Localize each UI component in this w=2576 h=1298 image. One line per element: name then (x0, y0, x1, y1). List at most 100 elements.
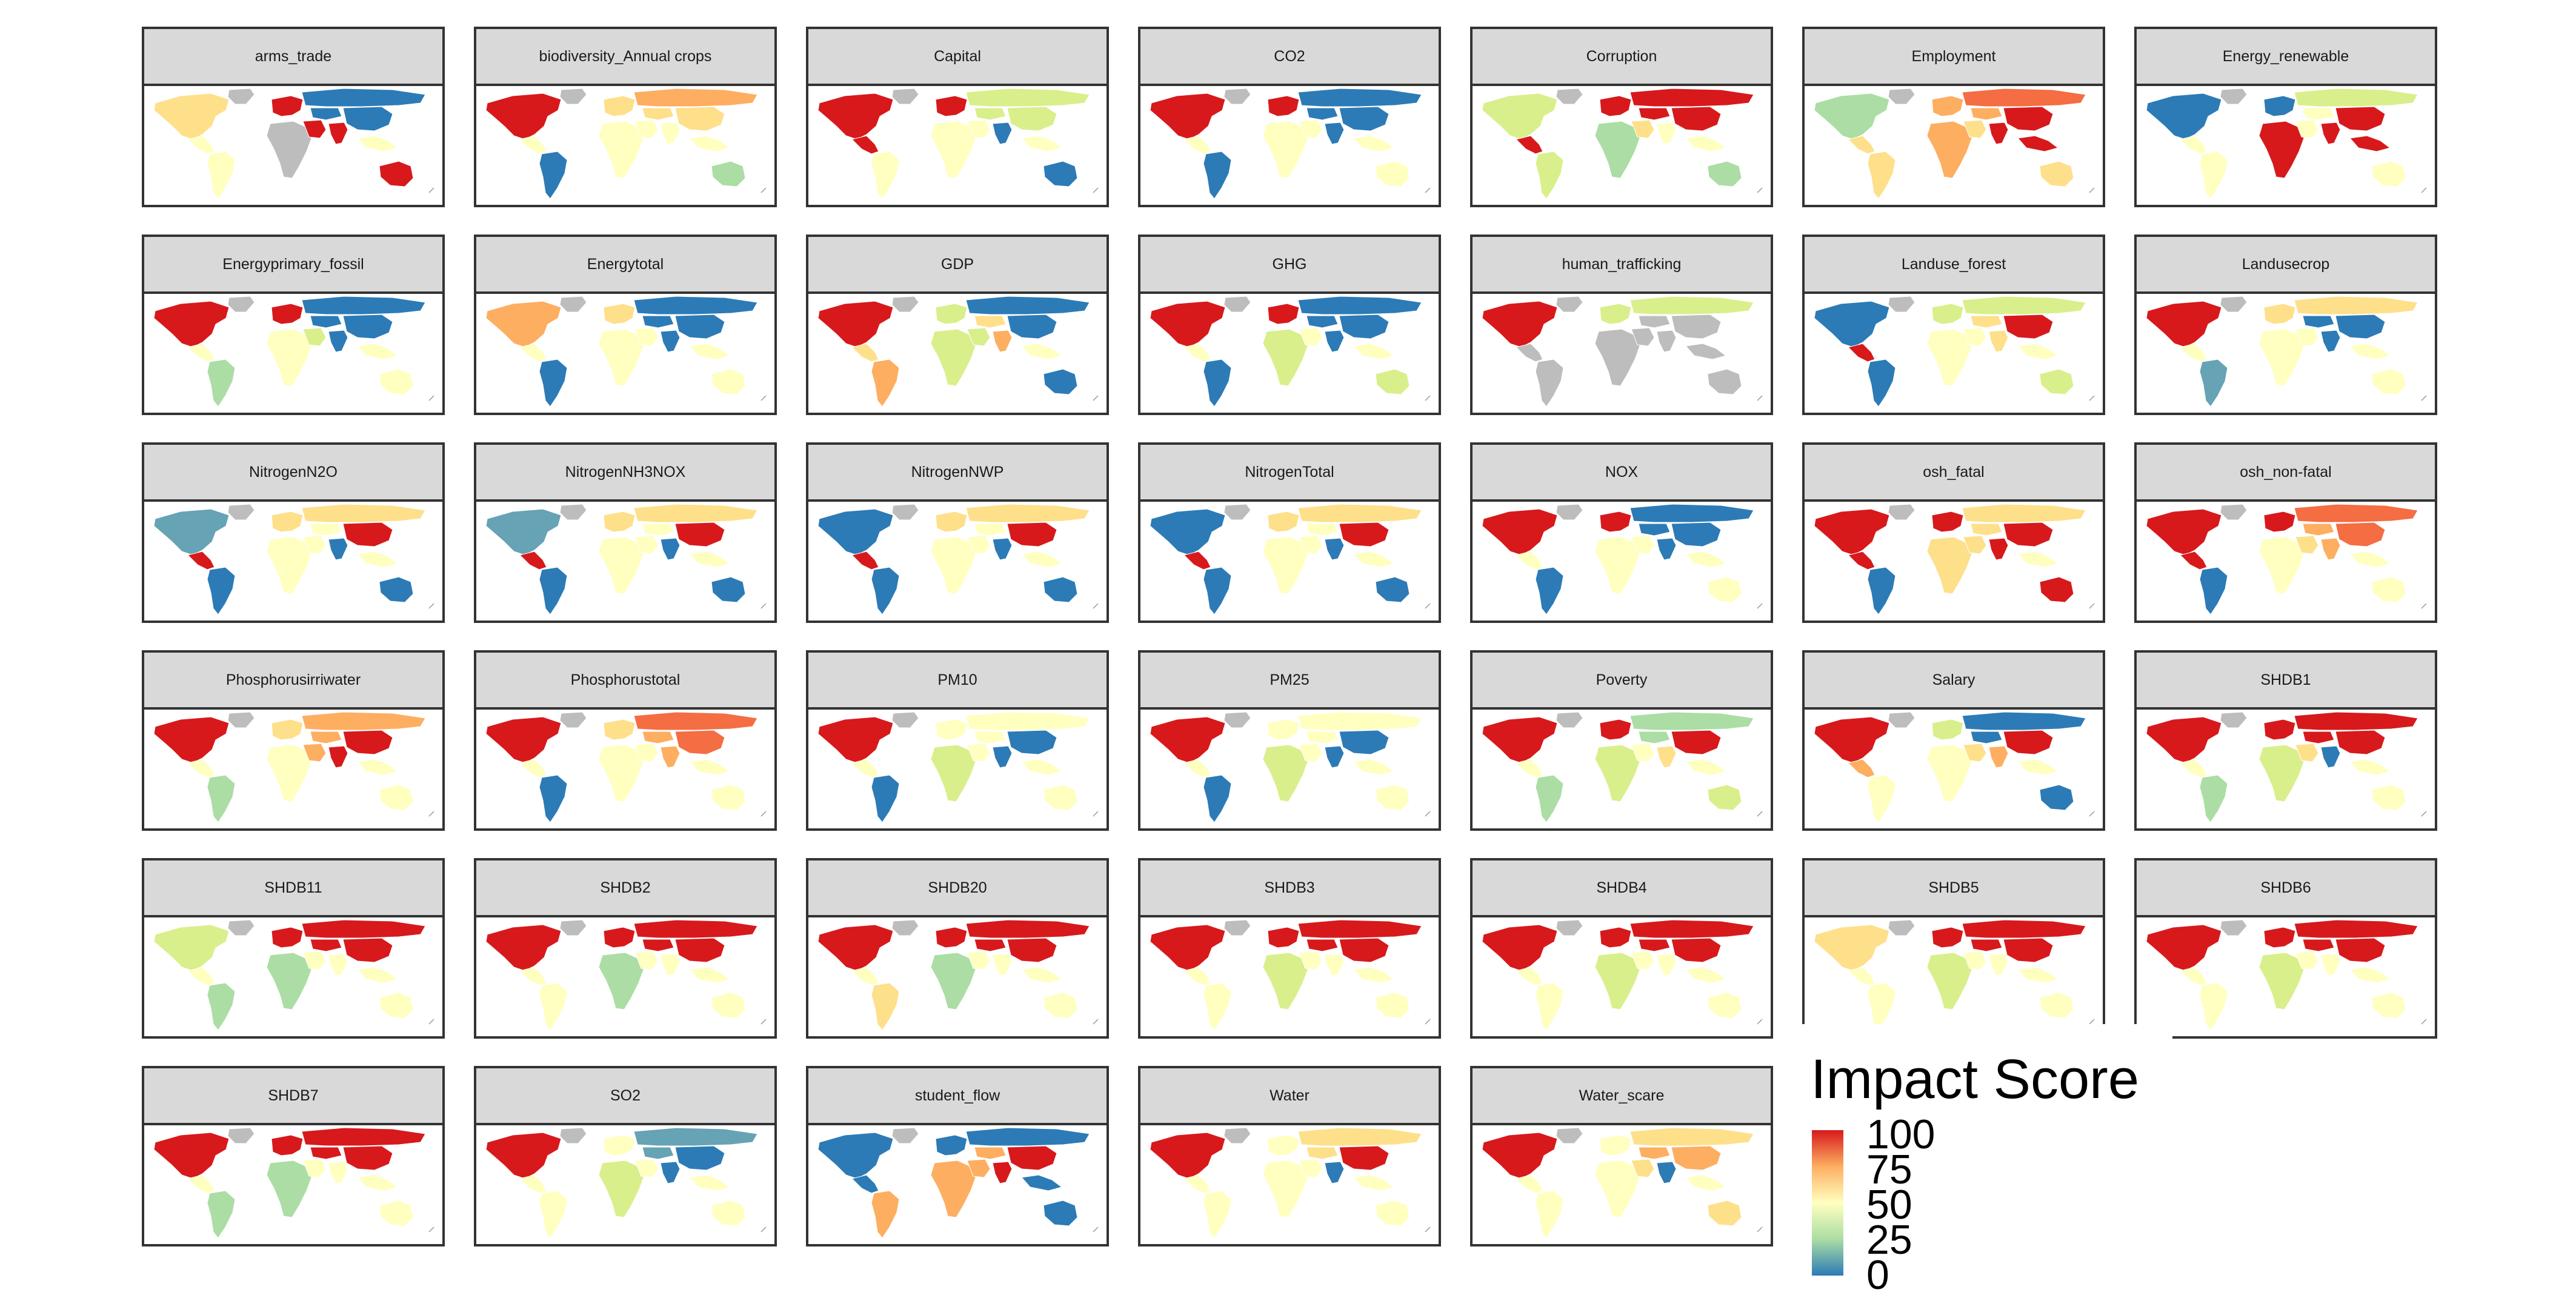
region-sa (207, 774, 236, 823)
region-mideast (634, 951, 659, 970)
region-la (1183, 135, 1211, 155)
region-eu (1599, 719, 1632, 741)
panel-title: GHG (1140, 237, 1439, 294)
region-africa (598, 744, 644, 802)
map-panel: Corruption (1470, 27, 1773, 207)
world-map (476, 917, 774, 1036)
map-panel: Phosphorusirriwater (142, 650, 445, 831)
region-eu (2263, 511, 2296, 533)
legend-tickmark (1843, 1273, 1852, 1275)
region-la (851, 343, 879, 362)
region-sa (1203, 982, 1232, 1031)
panel-title: Employment (1805, 29, 2103, 86)
region-india (2320, 538, 2341, 561)
region-eu (1599, 1134, 1632, 1156)
region-sea (2349, 551, 2391, 568)
region-india (328, 745, 348, 768)
region-aus (379, 161, 414, 187)
region-aus (1043, 576, 1078, 603)
region-india (992, 953, 1013, 976)
region-india (1324, 1161, 1345, 1184)
region-la (187, 967, 215, 986)
region-greenland (891, 919, 919, 936)
panel-title: Landuse_forest (1805, 237, 2103, 294)
region-sea (689, 759, 731, 776)
region-china (1007, 314, 1057, 339)
region-aus (2371, 784, 2406, 811)
region-la (519, 759, 547, 778)
legend-tick-label: 50 (1866, 1182, 1912, 1228)
region-sa (1867, 359, 1896, 407)
region-aus (1375, 784, 1410, 811)
region-africa (266, 536, 312, 594)
region-mideast (302, 1159, 327, 1178)
region-casia (642, 315, 674, 328)
region-eu (1267, 511, 1300, 533)
map-corner-mark (1425, 1019, 1431, 1025)
panel-title: Capital (808, 29, 1107, 86)
world-map-svg (2146, 504, 2427, 615)
region-africa (1262, 536, 1308, 594)
region-russia (301, 711, 426, 731)
region-china (1671, 730, 1722, 755)
legend-tickmark (1843, 1133, 1852, 1134)
region-la (851, 759, 879, 778)
region-africa (2258, 328, 2305, 387)
region-la (1516, 967, 1543, 986)
world-map (476, 1125, 774, 1244)
region-na (817, 716, 894, 764)
map-panel: SHDB1 (2134, 650, 2437, 831)
region-na (1150, 1132, 1226, 1179)
region-casia (642, 939, 674, 952)
region-eu (603, 719, 636, 741)
region-china (674, 1145, 725, 1171)
region-china (1007, 522, 1057, 547)
map-panel: NitrogenNWP (806, 442, 1109, 623)
region-russia (1962, 88, 2086, 107)
region-greenland (2220, 296, 2248, 313)
region-africa (1262, 1160, 1308, 1218)
region-india (1324, 330, 1345, 353)
legend-tickmark (1843, 1238, 1852, 1240)
region-eu (271, 719, 304, 741)
region-casia (1306, 107, 1339, 121)
region-africa (1926, 744, 1972, 802)
region-mideast (302, 951, 327, 970)
region-greenland (2220, 88, 2248, 105)
world-map (144, 502, 442, 621)
region-africa (1594, 952, 1640, 1010)
region-china (342, 106, 393, 131)
world-map (1805, 502, 2103, 621)
region-india (328, 122, 348, 145)
world-map (808, 1125, 1107, 1244)
map-panel: GHG (1138, 235, 1441, 415)
region-greenland (891, 88, 919, 105)
region-greenland (227, 711, 255, 728)
region-aus (711, 161, 746, 187)
region-africa (2258, 536, 2305, 594)
region-russia (1629, 919, 1754, 939)
region-eu (935, 719, 968, 741)
panel-title: Phosphorustotal (476, 653, 774, 710)
region-china (342, 314, 393, 339)
panel-title: Energyprimary_fossil (144, 237, 442, 294)
region-sea (1353, 135, 1395, 152)
region-sea (1685, 759, 1727, 776)
map-corner-mark (1757, 395, 1763, 401)
region-casia (642, 523, 674, 536)
region-greenland (2220, 504, 2248, 521)
region-eu (2263, 95, 2296, 117)
region-eu (2263, 719, 2296, 741)
region-africa (266, 121, 312, 179)
region-africa (2258, 744, 2305, 802)
region-na (1482, 716, 1558, 764)
region-sa (1867, 982, 1896, 1031)
region-sea (2017, 343, 2059, 360)
region-china (1671, 1145, 1722, 1171)
region-india (660, 1161, 681, 1184)
map-panel: Landusecrop (2134, 235, 2437, 415)
map-corner-mark (2421, 395, 2427, 401)
region-na (153, 301, 230, 348)
panel-title: NitrogenNH3NOX (476, 445, 774, 502)
world-map (1140, 710, 1439, 828)
